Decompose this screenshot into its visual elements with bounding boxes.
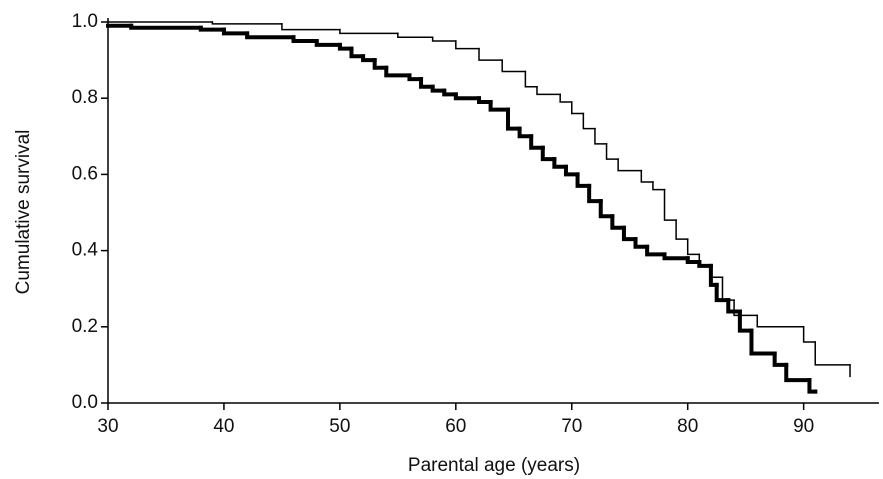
survival-step xyxy=(802,326,816,343)
survival-step xyxy=(245,31,296,40)
survival-step xyxy=(291,35,319,44)
survival-step xyxy=(587,183,603,204)
x-tick-label: 70 xyxy=(561,416,582,437)
survival-step xyxy=(430,84,447,93)
survival-step xyxy=(685,256,702,265)
survival-step xyxy=(540,145,557,162)
survival-step xyxy=(582,112,596,130)
x-tick-label: 80 xyxy=(677,416,698,437)
survival-step xyxy=(563,164,580,177)
y-tick-label: 1.0 xyxy=(72,11,98,32)
survival-step xyxy=(662,252,690,261)
survival-step xyxy=(524,70,538,88)
survival-step xyxy=(605,143,619,160)
survival-step xyxy=(594,127,608,145)
survival-step xyxy=(575,172,592,188)
survival-step xyxy=(129,23,203,30)
survival-step xyxy=(610,214,626,230)
survival-step xyxy=(675,219,689,240)
survival-step xyxy=(442,88,458,97)
survival-step xyxy=(708,263,719,287)
survival-step xyxy=(645,244,667,257)
x-tick-label: 50 xyxy=(329,416,350,437)
survival-step xyxy=(419,77,435,89)
survival-step xyxy=(505,107,522,131)
y-tick-label: 0.0 xyxy=(72,392,98,413)
survival-step xyxy=(617,158,643,172)
x-tick-label: 30 xyxy=(97,416,118,437)
survival-step xyxy=(281,23,341,31)
survival-step xyxy=(621,225,638,242)
survival-step xyxy=(749,328,777,356)
survival-step xyxy=(221,27,250,36)
survival-step xyxy=(431,36,457,42)
survival-step xyxy=(697,260,713,268)
survival-step xyxy=(784,362,812,383)
survival-step xyxy=(339,28,399,35)
x-tick-label: 40 xyxy=(213,416,234,437)
survival-step xyxy=(397,32,434,38)
survival-step xyxy=(407,73,424,82)
survival-step xyxy=(559,93,573,103)
survival-step xyxy=(455,40,480,50)
survival-step xyxy=(633,237,650,249)
x-axis-label: Parental age (years) xyxy=(408,455,580,476)
survival-step xyxy=(372,58,389,70)
survival-step xyxy=(517,126,534,139)
survival-step xyxy=(488,100,510,112)
survival-step xyxy=(663,188,677,221)
survival-step xyxy=(477,96,493,105)
survival-step xyxy=(501,59,527,73)
x-tick-label: 60 xyxy=(445,416,466,437)
survival-step xyxy=(721,276,735,301)
survival-step xyxy=(361,54,377,63)
x-tick-label: 90 xyxy=(793,416,814,437)
survival-step xyxy=(384,65,412,78)
survival-step xyxy=(814,341,851,366)
survival-step xyxy=(529,134,545,150)
survival-step xyxy=(652,181,666,191)
survival-step xyxy=(198,25,226,32)
survival-step xyxy=(337,42,354,51)
survival-step xyxy=(478,47,503,61)
y-tick-label: 0.4 xyxy=(72,240,99,261)
survival-step xyxy=(571,101,585,115)
survival-step xyxy=(772,351,789,367)
survival-step xyxy=(211,21,283,25)
survival-step xyxy=(714,282,731,303)
survival-step xyxy=(598,199,615,219)
survival-step xyxy=(536,86,561,96)
survival-step xyxy=(640,169,654,183)
y-tick-label: 0.8 xyxy=(72,87,98,108)
survival-step xyxy=(756,314,805,328)
survival-step xyxy=(349,46,366,59)
y-tick-label: 0.2 xyxy=(72,316,98,337)
y-tick-label: 0.6 xyxy=(72,163,98,184)
survival-step xyxy=(737,309,754,333)
survival-step xyxy=(552,157,568,169)
y-axis-label: Cumulative survival xyxy=(13,130,34,295)
survival-step xyxy=(733,299,759,317)
survival-step xyxy=(726,298,742,314)
survival-step xyxy=(314,39,342,47)
survival-step xyxy=(686,238,701,256)
survival-step xyxy=(453,92,482,101)
